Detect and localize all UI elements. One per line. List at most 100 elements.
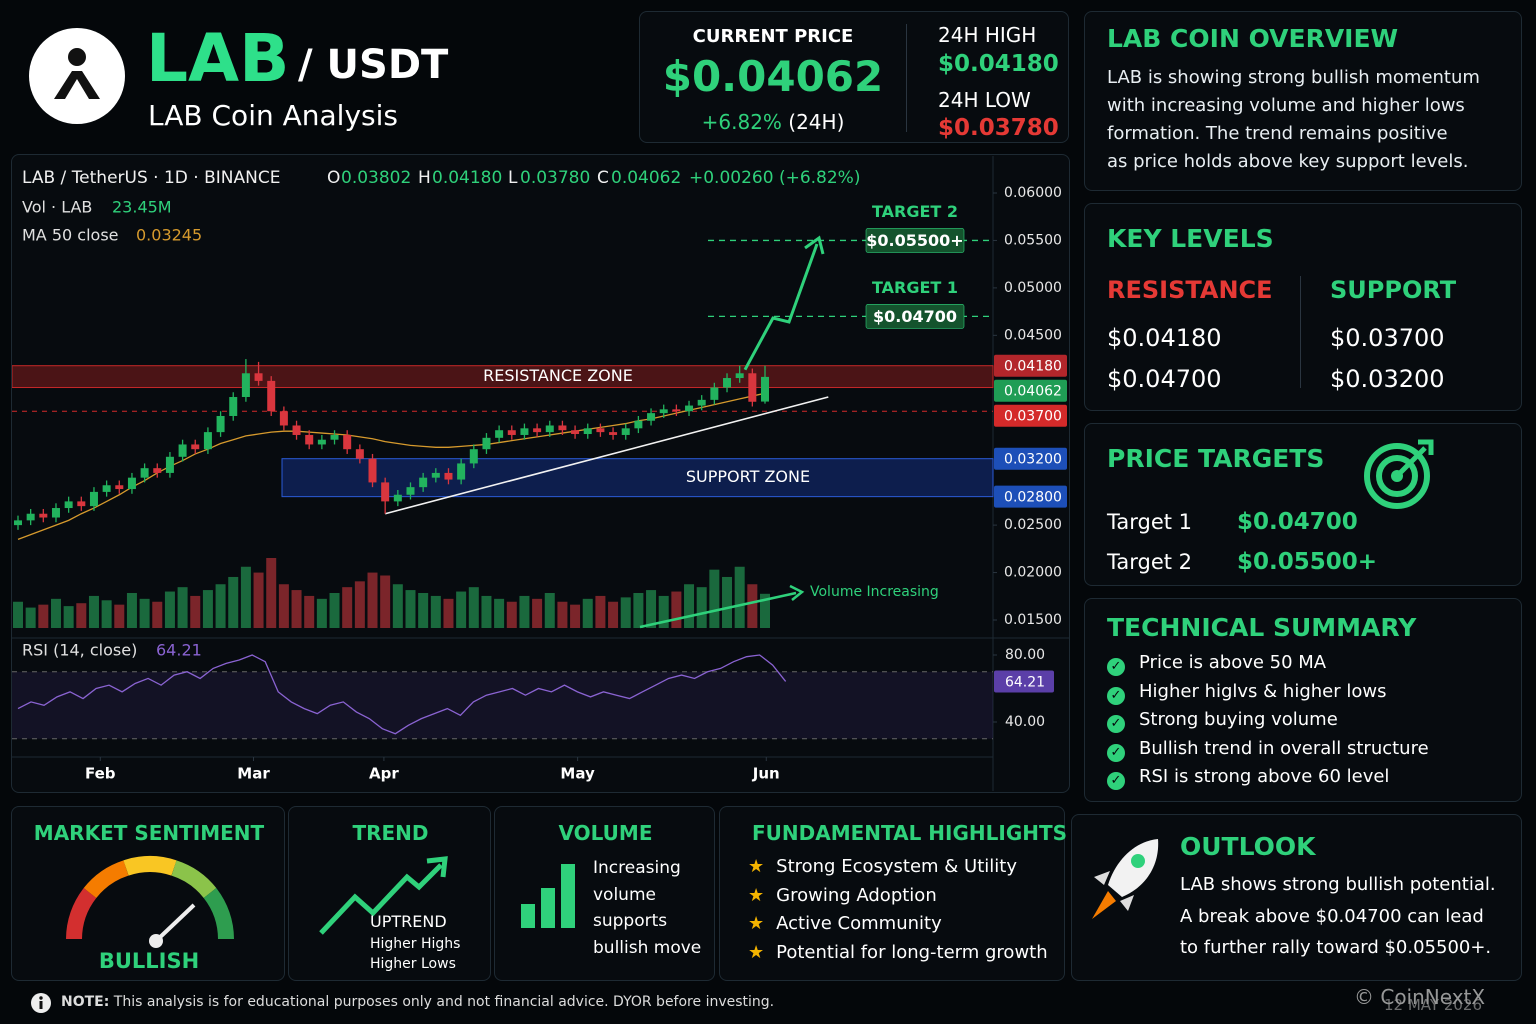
candle-body [710, 387, 719, 400]
volume-bar [722, 576, 733, 628]
technical-text: RSI is strong above 60 level [1139, 766, 1390, 787]
candle-body [216, 415, 225, 433]
candle-body [279, 411, 288, 426]
check-icon: ✓ [1107, 686, 1125, 705]
outlook-line: to further rally toward $0.05500+. [1180, 937, 1492, 958]
breakout-arrowhead [804, 235, 825, 255]
outlook-line: LAB shows strong bullish potential. [1180, 874, 1496, 895]
volume-bar [443, 598, 454, 628]
low-label: 24H LOW [938, 88, 1031, 112]
candle-body [431, 472, 440, 478]
candle-body [482, 437, 491, 450]
fundamental-item: ★ Potential for long-term growth [748, 939, 1048, 968]
candle-body [305, 434, 314, 445]
candle-body [596, 428, 605, 433]
low: $0.03780 [938, 115, 1059, 141]
volume-bar [342, 587, 353, 628]
target-box [865, 228, 965, 253]
y-tick-label: 0.04500 [1004, 327, 1062, 343]
technical-text: Price is above 50 MA [1139, 652, 1327, 673]
technical-text: Bullish trend in overall structure [1139, 737, 1429, 759]
support-level: $0.03200 [1330, 365, 1445, 393]
candle-body [634, 420, 643, 429]
candle-body [685, 405, 694, 412]
volume-bar [684, 584, 695, 628]
targets-panel: PRICE TARGETS Target 1 Target 2 $0.04700 $… [1084, 423, 1522, 586]
candle-body [153, 468, 162, 473]
fundamental-text: Active Community [776, 913, 942, 934]
candle-body [191, 444, 200, 450]
trend-lines: Higher Highs Higher Lows [370, 934, 460, 974]
level-tag [994, 447, 1067, 470]
volume-bar [114, 604, 125, 628]
trend-line [319, 863, 443, 935]
level-tag [994, 354, 1067, 377]
level-tag [994, 404, 1067, 427]
volume-bar [76, 603, 87, 628]
level-label: 0.04062 [1004, 384, 1062, 400]
chart: RESISTANCE ZONE SUPPORT ZONE Volume Increa… [12, 156, 1069, 791]
volume-bar [709, 569, 720, 628]
candle-body [381, 482, 390, 502]
watermark: © CoinNextX [1354, 985, 1486, 1009]
outlook-title: OUTLOOK [1180, 832, 1316, 861]
gauge-arc [66, 888, 97, 940]
candle-body [583, 428, 592, 435]
volume-arrow [639, 591, 797, 629]
ma-line [17, 392, 766, 540]
legend-text: O [327, 168, 340, 188]
level-label: 0.03700 [1004, 409, 1062, 425]
support-title: SUPPORT [1330, 276, 1457, 304]
volume-bar [608, 601, 619, 628]
ring [1364, 443, 1430, 509]
y-tick-label: 0.05000 [1004, 280, 1062, 296]
target-icon [1364, 439, 1434, 509]
level-label: 0.04180 [1004, 359, 1062, 375]
volume-bar [380, 575, 391, 628]
volume-bar [329, 593, 340, 628]
volume-bar [126, 593, 137, 628]
needle-hub [149, 934, 163, 948]
rsi-tick-label: 40.00 [1005, 714, 1045, 730]
volume-bar [215, 584, 226, 628]
legend-text: 64.21 [156, 641, 202, 660]
candle-body [355, 449, 364, 459]
volume-bar [646, 590, 657, 628]
check-icon: ✓ [1107, 715, 1125, 733]
support-list: $0.03700 $0.03200 [1330, 318, 1445, 400]
candle-body [659, 409, 668, 414]
volume-bar [50, 598, 61, 628]
candle-body [533, 428, 542, 433]
volume-bar [38, 604, 49, 628]
rocket-fins [1094, 871, 1134, 911]
legend-text: 0.03780 [520, 168, 590, 188]
candle-body [241, 373, 250, 398]
legend-text: +0.00260 (+6.82%) [689, 168, 860, 188]
resistance-zone [12, 365, 994, 389]
volume-text: Increasing volume supports bullish move [593, 855, 701, 961]
candle-body [647, 413, 656, 421]
volume-bar [88, 595, 99, 628]
technical-text: Strong buying volume [1139, 709, 1338, 730]
candle-body [520, 428, 529, 435]
volume-bar [392, 584, 403, 628]
volume-bar [430, 595, 441, 628]
technical-title: TECHNICAL SUMMARY [1107, 613, 1417, 642]
volume-bar [456, 591, 467, 628]
candle-body [507, 430, 516, 435]
fundamental-item: ★ Growing Adoption [748, 882, 1048, 911]
rsi-tag-label: 64.21 [1005, 674, 1045, 690]
volume-bar [519, 595, 530, 628]
volume-bar [367, 572, 378, 628]
technical-text: Higher higlvs & higher lows [1139, 680, 1387, 702]
volume-bar [570, 604, 581, 628]
gauge [66, 856, 234, 948]
legend-text: 0.04062 [611, 168, 681, 188]
candle-body [735, 373, 744, 379]
fundamental-text: Potential for long-term growth [776, 941, 1048, 963]
trend-line-text: Higher Lows [370, 956, 456, 972]
fundamentals-list: ★ Strong Ecosystem & Utility ★ Growing Adop… [748, 853, 1048, 967]
candle-body [51, 508, 60, 518]
fundamental-text: Strong Ecosystem & Utility [776, 856, 1017, 877]
resistance-level: $0.04180 [1107, 324, 1222, 352]
